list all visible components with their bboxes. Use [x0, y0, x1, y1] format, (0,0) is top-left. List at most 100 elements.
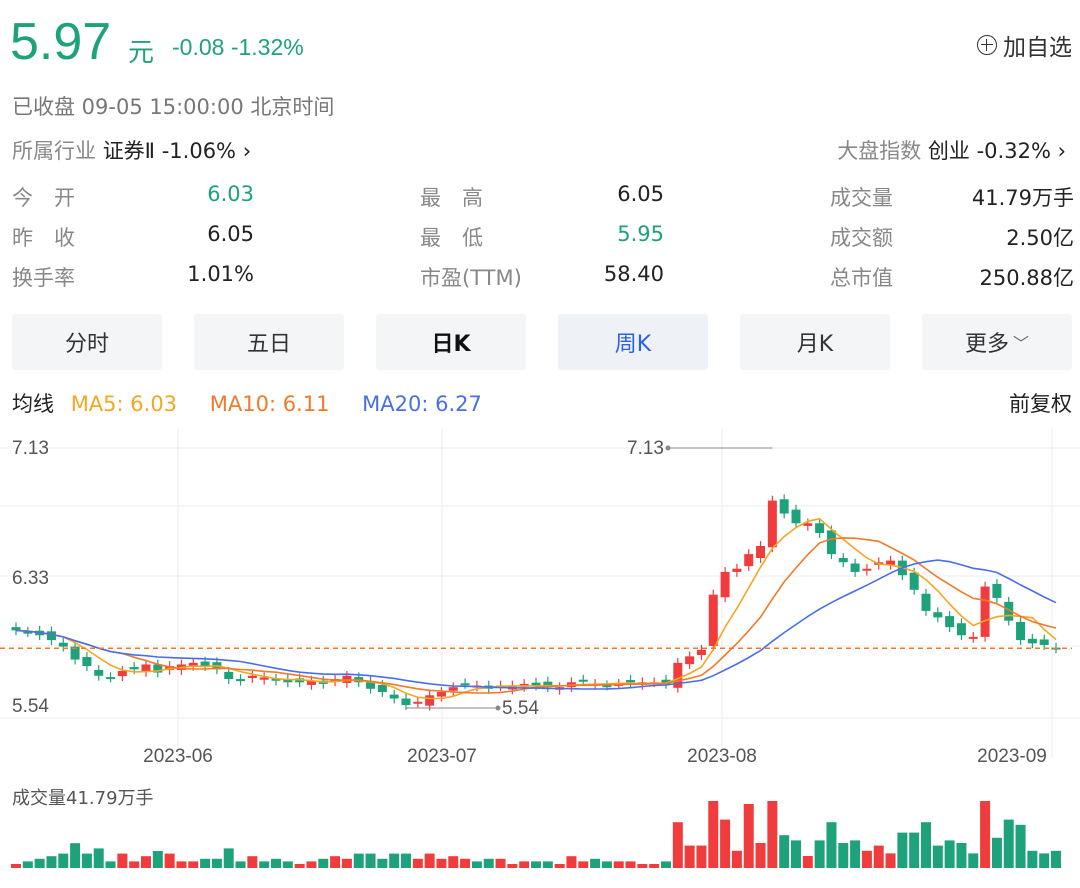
volume-bar: [861, 850, 872, 868]
candle-body: [1027, 638, 1037, 644]
candle-body: [992, 583, 1002, 598]
tab-monthly-k[interactable]: 月K: [740, 314, 890, 370]
volume-bar: [991, 837, 1002, 868]
volume-bar: [401, 853, 411, 868]
volume-label: 成交量41.79万手: [12, 788, 154, 809]
volume-bar: [613, 861, 624, 868]
kline-chart[interactable]: 7.13 6.33 5.54 2023-06 2023-07 2023-08 2023-09…: [0, 428, 1080, 888]
adjust-button[interactable]: 前复权: [1009, 392, 1072, 416]
volume-bar: [672, 822, 683, 868]
candle-body: [720, 571, 730, 598]
candle-body: [448, 687, 458, 691]
tab-weekly-k[interactable]: 周K: [558, 314, 708, 370]
volume-bar: [519, 861, 530, 868]
candle-body: [708, 594, 718, 646]
tab-five-day[interactable]: 五日: [194, 314, 344, 370]
volume-bar: [81, 853, 92, 868]
volume-bar: [282, 861, 293, 868]
industry-change: -1.06%: [161, 139, 237, 163]
candle-body: [236, 679, 246, 682]
tab-daily-k[interactable]: 日K: [376, 314, 526, 370]
volume-bar: [921, 822, 931, 868]
stat-label: 今 开: [12, 186, 75, 210]
candle-body: [744, 554, 754, 567]
candle-body: [1004, 601, 1014, 621]
volume-bar: [129, 861, 140, 868]
candle-body: [70, 646, 80, 660]
add-circle-icon: [977, 35, 997, 55]
industry-link[interactable]: 所属行业 证券Ⅱ -1.06% ›: [12, 135, 251, 165]
candle-body: [141, 664, 151, 672]
volume-bar: [46, 856, 57, 868]
volume-bar: [554, 864, 565, 868]
volume-bar: [70, 843, 81, 868]
volume-bar: [200, 858, 211, 868]
stat-label: 最 高: [420, 186, 483, 210]
volume-bar: [389, 853, 400, 868]
volume-bar: [341, 858, 352, 868]
volume-bar: [330, 856, 341, 868]
candle-body: [460, 683, 470, 686]
volume-bar: [294, 864, 305, 868]
volume-bar: [566, 856, 577, 868]
current-price: 5.97: [10, 13, 112, 71]
add-watchlist-label: 加自选: [1003, 35, 1072, 61]
volume-bar: [235, 861, 246, 868]
candle-body: [803, 523, 813, 526]
candle-body: [921, 593, 931, 611]
volume-bar: [318, 858, 329, 868]
candle-body: [531, 682, 541, 686]
volume-bar: [968, 853, 979, 868]
add-watchlist-button[interactable]: 加自选: [977, 28, 1072, 62]
candle-body: [129, 667, 139, 670]
volume-bar: [141, 856, 151, 868]
volume-bar: [1039, 853, 1050, 868]
stat-value: 1.01%: [187, 262, 254, 286]
min-label: 5.54: [502, 698, 539, 719]
volume-bar: [93, 848, 104, 868]
candle-body: [673, 662, 683, 688]
volume-bar: [578, 861, 589, 868]
candle-body: [366, 681, 376, 689]
candle-body: [543, 681, 553, 688]
candle-body: [933, 612, 943, 618]
chevron-right-icon: ›: [1057, 139, 1066, 163]
stat-label: 成交额: [830, 226, 893, 250]
candle-body: [224, 671, 234, 680]
candle-body: [247, 675, 257, 679]
tab-intraday[interactable]: 分时: [12, 314, 162, 370]
stat-label: 成交量: [830, 186, 893, 210]
volume-bar: [471, 861, 482, 868]
candle-body: [271, 678, 281, 681]
volume-bar: [176, 861, 187, 868]
volume-bar: [637, 864, 648, 868]
volume-bar: [353, 853, 364, 868]
candle-body: [838, 558, 848, 563]
candle-body: [980, 586, 990, 637]
industry-label: 所属行业: [12, 139, 96, 163]
y-tick-label: 7.13: [12, 438, 49, 459]
volume-bar: [259, 861, 270, 868]
volume-bar: [164, 853, 175, 868]
volume-bar: [767, 801, 778, 868]
stat-value: 58.40: [603, 262, 664, 286]
candle-body: [756, 546, 766, 559]
tab-more[interactable]: 更多 ﹀: [922, 314, 1072, 370]
volume-bar: [625, 861, 636, 868]
candle-body: [602, 685, 612, 688]
volume-bar: [448, 856, 459, 868]
stat-value: 6.05: [617, 182, 664, 206]
stat-value: 5.95: [617, 222, 664, 246]
volume-bar: [661, 861, 671, 868]
stat-label: 昨 收: [12, 226, 75, 250]
industry-name: 证券Ⅱ: [102, 139, 156, 163]
volume-bar: [271, 858, 281, 868]
index-link[interactable]: 大盘指数 创业 -0.32% ›: [837, 135, 1066, 165]
ma5-label: MA5: 6.03: [70, 392, 178, 416]
period-tabs: 分时 五日 日K 周K 月K 更多 ﹀: [12, 314, 1072, 370]
y-tick-label: 5.54: [12, 696, 49, 717]
stat-value: 250.88亿: [979, 266, 1074, 290]
volume-bar: [1051, 850, 1061, 868]
volume-bar: [885, 853, 896, 868]
stat-label: 换手率: [12, 266, 75, 290]
